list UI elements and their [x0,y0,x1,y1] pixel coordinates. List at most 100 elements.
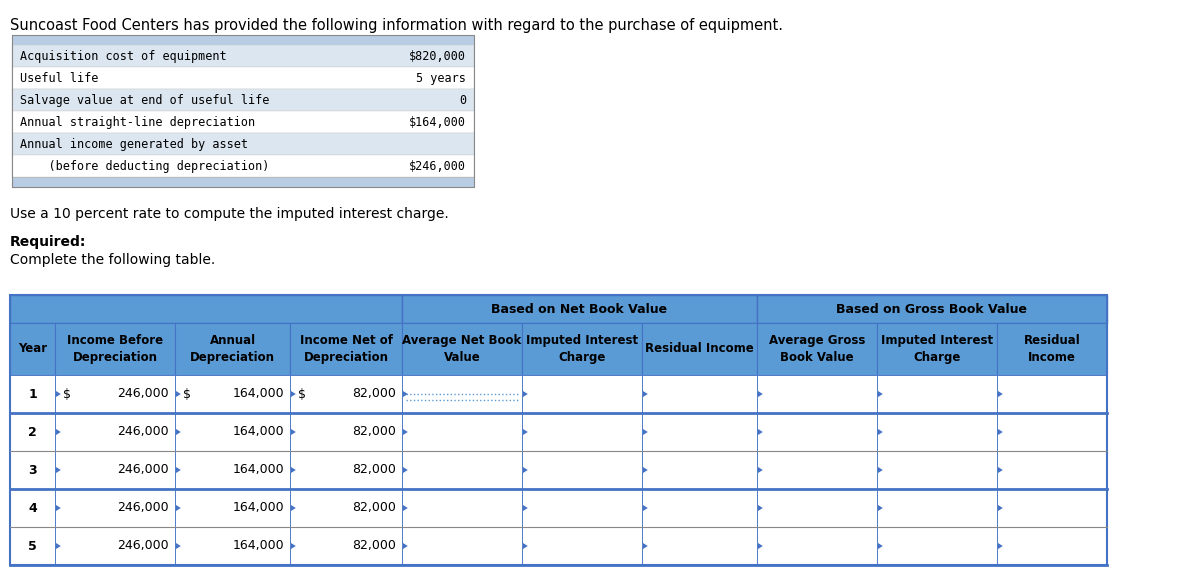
Bar [877,413,997,451]
Polygon shape [56,467,61,473]
Bar [10,295,1108,565]
Text: 246,000: 246,000 [118,501,169,514]
Text: 246,000: 246,000 [118,539,169,552]
Bar [642,451,757,489]
Text: 246,000: 246,000 [118,464,169,476]
Polygon shape [878,391,883,397]
Bar [10,413,55,451]
Text: 0: 0 [458,93,466,106]
Bar [522,413,642,451]
Bar [877,527,997,565]
Polygon shape [403,543,408,549]
Bar [175,451,290,489]
Text: Residual Income: Residual Income [646,343,754,356]
Bar [402,375,522,413]
Text: 82,000: 82,000 [352,464,396,476]
Bar [10,323,55,375]
Polygon shape [758,391,763,397]
Bar [55,527,175,565]
Text: $246,000: $246,000 [409,159,466,172]
Text: Annual
Depreciation: Annual Depreciation [190,334,275,364]
Text: Useful life: Useful life [20,72,98,85]
Bar [642,323,757,375]
Polygon shape [643,429,648,435]
Bar [757,527,877,565]
Bar [175,489,290,527]
Bar [175,413,290,451]
Text: $: $ [298,387,306,401]
Polygon shape [643,391,648,397]
Bar [997,375,1108,413]
Text: Complete the following table.: Complete the following table. [10,253,215,267]
Text: 82,000: 82,000 [352,387,396,401]
Polygon shape [998,467,1003,473]
Bar [290,527,402,565]
Bar [10,375,55,413]
Text: $164,000: $164,000 [409,116,466,129]
Bar [877,323,997,375]
Bar [522,375,642,413]
Text: 4: 4 [28,501,37,514]
Polygon shape [292,543,296,549]
Polygon shape [523,391,528,397]
Polygon shape [403,467,408,473]
Polygon shape [292,467,296,473]
Polygon shape [176,467,181,473]
Bar [12,35,474,45]
Bar [55,375,175,413]
Text: Use a 10 percent rate to compute the imputed interest charge.: Use a 10 percent rate to compute the imp… [10,207,449,221]
Bar [175,323,290,375]
Bar [877,489,997,527]
Polygon shape [56,505,61,511]
Text: 2: 2 [28,426,37,439]
Bar [12,133,474,155]
Text: 82,000: 82,000 [352,539,396,552]
Bar [55,413,175,451]
Bar [10,489,55,527]
Text: $820,000: $820,000 [409,50,466,63]
Bar [757,323,877,375]
Polygon shape [56,429,61,435]
Polygon shape [998,391,1003,397]
Bar [522,527,642,565]
Polygon shape [56,391,61,397]
Text: 164,000: 164,000 [233,426,284,439]
Polygon shape [643,467,648,473]
Polygon shape [523,505,528,511]
Text: 164,000: 164,000 [233,387,284,401]
Bar [642,375,757,413]
Polygon shape [758,505,763,511]
Text: Imputed Interest
Charge: Imputed Interest Charge [526,334,638,364]
Bar [757,413,877,451]
Bar [402,295,757,323]
Polygon shape [176,505,181,511]
Text: 1: 1 [28,387,37,401]
Polygon shape [523,543,528,549]
Text: 5 years: 5 years [416,72,466,85]
Bar [10,451,55,489]
Bar [12,111,474,133]
Text: Required:: Required: [10,235,86,249]
Bar [290,451,402,489]
Text: 246,000: 246,000 [118,387,169,401]
Polygon shape [758,429,763,435]
Bar [877,375,997,413]
Bar [402,413,522,451]
Polygon shape [643,505,648,511]
Bar [402,451,522,489]
Polygon shape [523,429,528,435]
Polygon shape [878,543,883,549]
Text: Average Gross
Book Value: Average Gross Book Value [769,334,865,364]
Bar [402,323,522,375]
Polygon shape [758,467,763,473]
Bar [757,295,1108,323]
Text: $: $ [182,387,191,401]
Text: Average Net Book
Value: Average Net Book Value [402,334,522,364]
Bar [290,323,402,375]
Bar [997,413,1108,451]
Bar [10,295,402,323]
Bar [55,451,175,489]
Polygon shape [176,391,181,397]
Bar [12,155,474,177]
Bar [10,527,55,565]
